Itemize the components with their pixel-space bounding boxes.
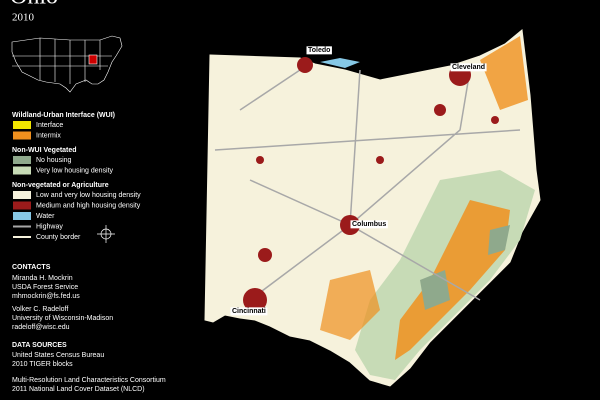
- legend-swatch: [13, 121, 31, 129]
- contact-line: radeloff@wisc.edu: [12, 324, 70, 331]
- contact-line: USDA Forest Service: [12, 284, 78, 291]
- ohio-map: [204, 29, 541, 387]
- legend-label: County border: [36, 234, 81, 241]
- legend-swatch: [13, 156, 31, 164]
- city-label: Cincinnati: [232, 308, 266, 315]
- city-label-bg: [230, 307, 268, 316]
- city-label: Toledo: [308, 47, 330, 54]
- legend-swatch: [13, 212, 31, 220]
- legend-swatch: [13, 201, 31, 210]
- lake: [320, 58, 360, 68]
- legend-section-title: Wildland-Urban Interface (WUI): [12, 112, 115, 119]
- city-label: Columbus: [352, 221, 386, 228]
- source-line: Multi-Resolution Land Characteristics Co…: [12, 377, 166, 384]
- legend-section-title: Non-WUI Vegetated: [12, 147, 77, 154]
- contact-line: mhmockrin@fs.fed.us: [12, 293, 80, 300]
- legend-label: Water: [36, 213, 55, 220]
- legend-label: No housing: [36, 157, 72, 164]
- compass: [97, 225, 115, 243]
- legend-label: Low and very low housing density: [36, 192, 141, 199]
- city-label-bg: [306, 46, 332, 55]
- legend-label: Intermix: [36, 132, 61, 139]
- legend-label: Medium and high housing density: [36, 202, 141, 209]
- city-label: Cleveland: [452, 64, 485, 71]
- title: Ohio: [10, 0, 58, 10]
- source-line: 2011 National Land Cover Dataset (NLCD): [12, 386, 145, 393]
- legend-swatch: [13, 191, 31, 199]
- legend-section-title: Non-vegetated or Agriculture: [12, 182, 109, 189]
- us-inset: [11, 35, 123, 93]
- city-label-bg: [450, 63, 487, 72]
- legend-label: Interface: [36, 122, 63, 129]
- data-sources-title: DATA SOURCES: [12, 342, 67, 349]
- legend-swatch: [13, 166, 31, 175]
- contacts-title: CONTACTS: [12, 264, 51, 271]
- legend-label: Highway: [36, 223, 63, 230]
- highways: [214, 69, 521, 301]
- city-label-bg: [350, 220, 388, 229]
- contact-line: Miranda H. Mockrin: [12, 275, 73, 282]
- vegetation-patches: [320, 36, 535, 380]
- year: 2010: [12, 12, 35, 24]
- source-line: United States Census Bureau: [12, 352, 104, 359]
- source-line: 2010 TIGER blocks: [12, 361, 73, 368]
- contact-line: University of Wisconsin-Madison: [12, 315, 113, 322]
- legend-swatch: [13, 131, 31, 140]
- legend-label: Very low housing density: [36, 167, 114, 174]
- contact-line: Volker C. Radeloff: [12, 306, 68, 313]
